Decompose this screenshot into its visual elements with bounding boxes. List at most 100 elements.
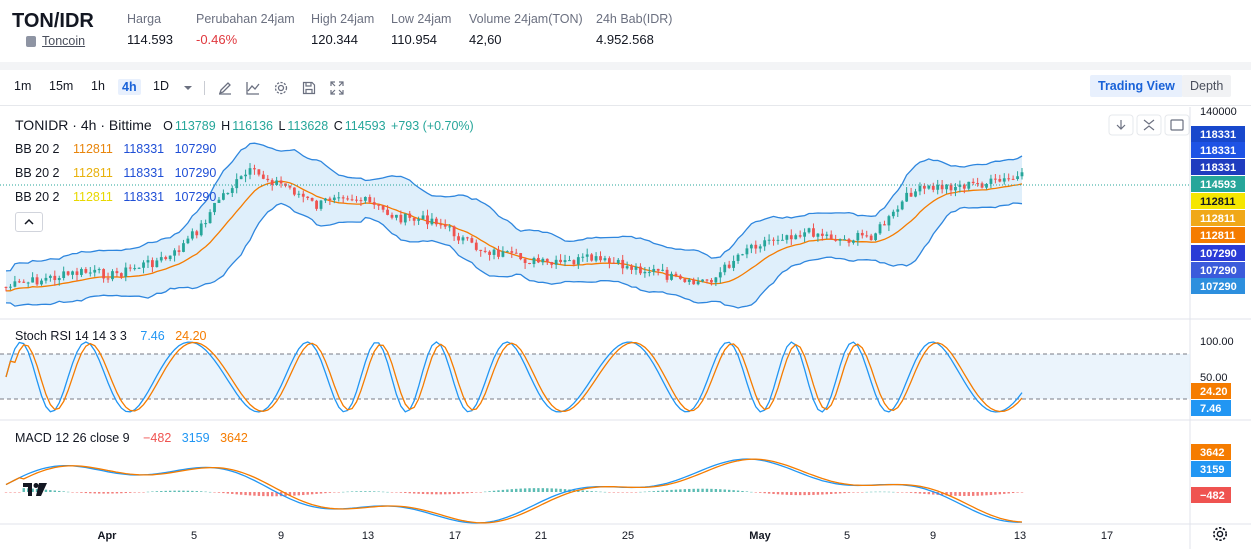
price-axis-label: 118331 [1191, 126, 1245, 142]
candle-body [749, 244, 753, 249]
candle-body [954, 186, 957, 191]
ohlc-h-label: H [221, 119, 231, 133]
candle-body [962, 184, 966, 189]
candle-body [173, 250, 176, 256]
market-header: TON/IDR Toncoin Harga 114.593 Perubahan 24… [0, 0, 1251, 62]
trading-view-button[interactable]: Trading View [1090, 75, 1183, 97]
ohlc-low: 113628 [287, 119, 329, 133]
macd-histogram-bar [22, 488, 25, 492]
bb-basis-value: 112811 [72, 142, 113, 156]
chevron-down-icon[interactable] [180, 80, 196, 96]
price-axis-label: 107290 [1191, 278, 1245, 294]
candle-body [332, 197, 336, 201]
depth-button[interactable]: Depth [1182, 75, 1232, 97]
tradingview-logo[interactable] [22, 482, 48, 498]
price-axis-label: 107290 [1191, 262, 1245, 278]
macd-histogram-bar [723, 489, 726, 492]
macd-histogram-bar [554, 488, 558, 492]
collapse-legend-button[interactable] [15, 212, 43, 232]
coin-name-link[interactable]: Toncoin [42, 34, 86, 48]
candle-body [452, 226, 456, 237]
macd-histogram-bar [390, 492, 394, 493]
chart-settings-button[interactable] [1211, 525, 1229, 543]
price-chart-svg[interactable]: 140000 118331 118331 118331 114593 112811 1128… [0, 106, 1251, 549]
macd-histogram-bar [923, 492, 926, 494]
bb-basis-value: 112811 [72, 166, 113, 180]
candle-body [980, 183, 984, 188]
macd-histogram-bar [248, 492, 252, 496]
macd-histogram-bar [665, 490, 669, 492]
macd-histogram-bar [781, 492, 784, 495]
macd-histogram-bar [93, 492, 96, 494]
candle-body [146, 260, 150, 263]
macd-histogram-bar [497, 490, 500, 492]
candle-body [1020, 172, 1024, 177]
candle-body [106, 278, 110, 280]
macd-histogram-bar [111, 492, 114, 494]
timeframe-1d[interactable]: 1D [153, 79, 169, 93]
candle-body [878, 224, 882, 234]
ohlc-change: +793 (+0.70%) [391, 119, 474, 133]
macd-histogram-bar [869, 491, 873, 493]
pencil-icon[interactable] [217, 80, 233, 96]
macd-axis-label: 3159 [1191, 461, 1231, 477]
stat-value: 4.952.568 [596, 32, 654, 47]
stat-1: Perubahan 24jam -0.46% [196, 12, 295, 47]
macd-histogram-bar [914, 492, 917, 494]
macd-histogram-bar [971, 492, 975, 496]
candle-body [612, 262, 616, 264]
macd-histogram-bar [452, 492, 456, 495]
macd-label-bg [1191, 461, 1231, 477]
save-icon[interactable] [301, 80, 317, 96]
stat-0: Harga 114.593 [127, 12, 173, 47]
macd-histogram-bar [750, 491, 753, 493]
stat-value: -0.46% [196, 32, 238, 47]
candle-body [217, 199, 221, 203]
gear-icon[interactable] [273, 80, 289, 96]
stoch-label-text: 7.46 [1200, 403, 1221, 415]
candle-body [643, 271, 647, 274]
candle-body [248, 168, 252, 175]
candle-body [647, 271, 651, 273]
macd-histogram-bar [674, 489, 678, 492]
macd-histogram-bar [1003, 492, 1006, 494]
candle-body [803, 232, 807, 237]
macd-histogram-bar [825, 492, 828, 495]
stoch-axis-top: 100.00 [1200, 336, 1234, 348]
macd-histogram-bar [395, 492, 398, 493]
indicator-icon[interactable] [245, 80, 261, 96]
macd-histogram-bar [519, 488, 522, 492]
candle-body [745, 248, 749, 255]
timeframe-4h[interactable]: 4h [118, 79, 141, 95]
macd-histogram-bar [266, 492, 269, 497]
tradingview-logo-icon [23, 483, 47, 496]
timeframe-1m[interactable]: 1m [14, 79, 32, 93]
candle-body [683, 278, 687, 282]
stat-value: 110.954 [391, 32, 438, 47]
candle-body [687, 279, 691, 282]
stoch-label-bg [1191, 383, 1231, 399]
candle-body [439, 224, 443, 226]
timeframe-1h[interactable]: 1h [91, 79, 105, 93]
candle-body [84, 269, 88, 273]
candle-body [124, 267, 128, 277]
fullscreen-icon[interactable] [329, 80, 345, 96]
candle-body [607, 258, 611, 263]
candle-body [386, 209, 389, 215]
bb-upper-value: 118331 [123, 166, 165, 180]
candle-body [852, 240, 855, 243]
candle-body [168, 255, 172, 260]
chart-area[interactable]: 140000 118331 118331 118331 114593 112811 1128… [0, 106, 1251, 549]
candle-body [1011, 178, 1015, 180]
macd-histogram-bar [630, 492, 633, 493]
candle-body [204, 223, 208, 225]
time-axis-label: 5 [191, 530, 197, 542]
macd-histogram-bar [843, 492, 846, 494]
macd-histogram-bar [883, 491, 886, 493]
candle-body [639, 266, 642, 274]
timeframe-15m[interactable]: 15m [49, 79, 74, 93]
macd-histogram-bar [590, 491, 593, 492]
candle-body [554, 259, 558, 265]
stoch-band-fill [0, 354, 1190, 399]
macd-histogram-bar [328, 492, 332, 493]
